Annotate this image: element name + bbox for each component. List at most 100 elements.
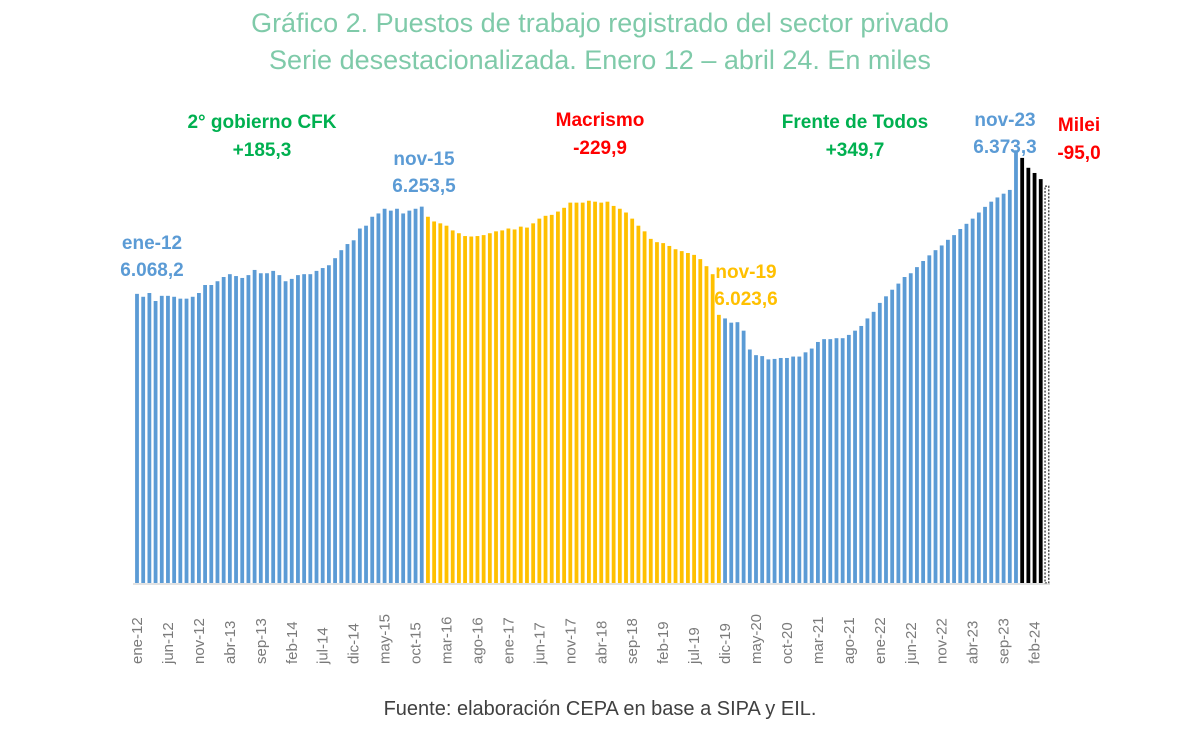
period-name-label: Milei — [1058, 115, 1100, 136]
bar — [586, 200, 591, 584]
bar — [283, 281, 288, 583]
bar — [500, 230, 505, 583]
bar — [902, 277, 907, 583]
point-value-label: 6.023,6 — [714, 289, 777, 310]
bar — [667, 245, 672, 583]
bar — [580, 202, 585, 583]
bar — [203, 285, 207, 583]
bar — [915, 267, 919, 583]
x-tick-label: ago-21 — [841, 617, 858, 664]
bar — [388, 210, 393, 583]
bar — [364, 225, 368, 583]
x-tick-label: ene-22 — [872, 617, 889, 664]
bar — [432, 221, 437, 583]
bar — [252, 269, 257, 583]
bar — [227, 274, 232, 583]
bar — [475, 236, 480, 584]
bar — [159, 295, 164, 583]
bar — [184, 298, 189, 583]
x-tick-label: ago-16 — [470, 617, 487, 664]
bar — [153, 301, 158, 583]
bar — [846, 334, 851, 583]
bar — [382, 208, 387, 583]
annotations: 2° gobierno CFK +185,3 Macrismo -229,9 Frent… — [120, 110, 1100, 310]
bar — [438, 223, 443, 583]
bar — [512, 229, 517, 583]
bar — [166, 295, 170, 583]
point-date-label: nov-15 — [393, 149, 455, 170]
bar — [1026, 167, 1031, 584]
bar — [556, 211, 560, 583]
bar — [469, 236, 474, 583]
bar — [314, 270, 319, 583]
x-tick-label: nov-17 — [562, 618, 579, 664]
bar — [221, 277, 226, 583]
bar — [822, 339, 826, 583]
bar — [543, 215, 548, 583]
bar — [265, 273, 269, 583]
chart-title: Gráfico 2. Puestos de trabajo registrado… — [251, 8, 949, 38]
bar — [995, 197, 1000, 583]
bar — [135, 293, 139, 583]
bar — [890, 289, 895, 583]
bar — [945, 239, 950, 583]
bar — [549, 214, 554, 583]
bar — [215, 281, 220, 583]
bar — [958, 228, 963, 584]
bar — [209, 285, 214, 583]
bar — [234, 276, 238, 583]
x-tick-label: mar-21 — [810, 616, 827, 664]
point-value-label: 6.068,2 — [120, 260, 183, 281]
bar — [791, 356, 796, 583]
bar — [661, 243, 666, 584]
bar — [927, 255, 932, 583]
point-date-label: nov-19 — [715, 262, 776, 283]
bars-group — [135, 150, 1050, 584]
bar — [320, 268, 325, 583]
bar — [772, 358, 777, 583]
bar — [710, 274, 715, 583]
period-name-label: Macrismo — [556, 110, 645, 131]
bar — [357, 228, 362, 583]
x-tick-label: oct-15 — [408, 622, 425, 664]
bar — [258, 273, 263, 583]
bar — [178, 298, 183, 583]
bar — [141, 296, 146, 583]
x-tick-label: sep-18 — [624, 618, 641, 664]
bar — [339, 250, 344, 584]
bar — [989, 201, 994, 583]
bar — [562, 207, 567, 584]
bar — [326, 265, 331, 583]
bar — [197, 293, 201, 583]
bar — [698, 259, 703, 583]
bar — [655, 242, 659, 584]
x-tick-label: dic-19 — [717, 623, 734, 664]
x-tick-label: ene-17 — [500, 617, 517, 664]
bar — [648, 238, 653, 583]
x-tick-label: nov-12 — [191, 618, 208, 664]
bar — [531, 223, 536, 583]
period-change-label: -229,9 — [573, 138, 627, 159]
bar — [871, 311, 876, 583]
x-tick-label: dic-14 — [346, 623, 363, 664]
bar — [766, 359, 771, 583]
bar — [1014, 150, 1018, 584]
bar — [834, 338, 839, 583]
x-tick-label: jun-12 — [160, 622, 177, 665]
bar — [630, 218, 635, 583]
bar — [147, 293, 152, 583]
bar — [611, 205, 616, 584]
bar — [1038, 179, 1043, 583]
x-tick-label: feb-19 — [655, 621, 672, 664]
x-tick-label: jul-14 — [315, 627, 332, 665]
point-date-label: nov-23 — [974, 110, 1035, 131]
bar — [1007, 189, 1012, 584]
point-date-label: ene-12 — [122, 233, 182, 254]
bar — [518, 226, 523, 583]
x-tick-label: feb-14 — [284, 621, 301, 664]
period-change-label: -95,0 — [1057, 143, 1100, 164]
bar — [463, 236, 467, 584]
x-tick-label: sep-23 — [996, 618, 1013, 664]
bar — [778, 357, 783, 583]
